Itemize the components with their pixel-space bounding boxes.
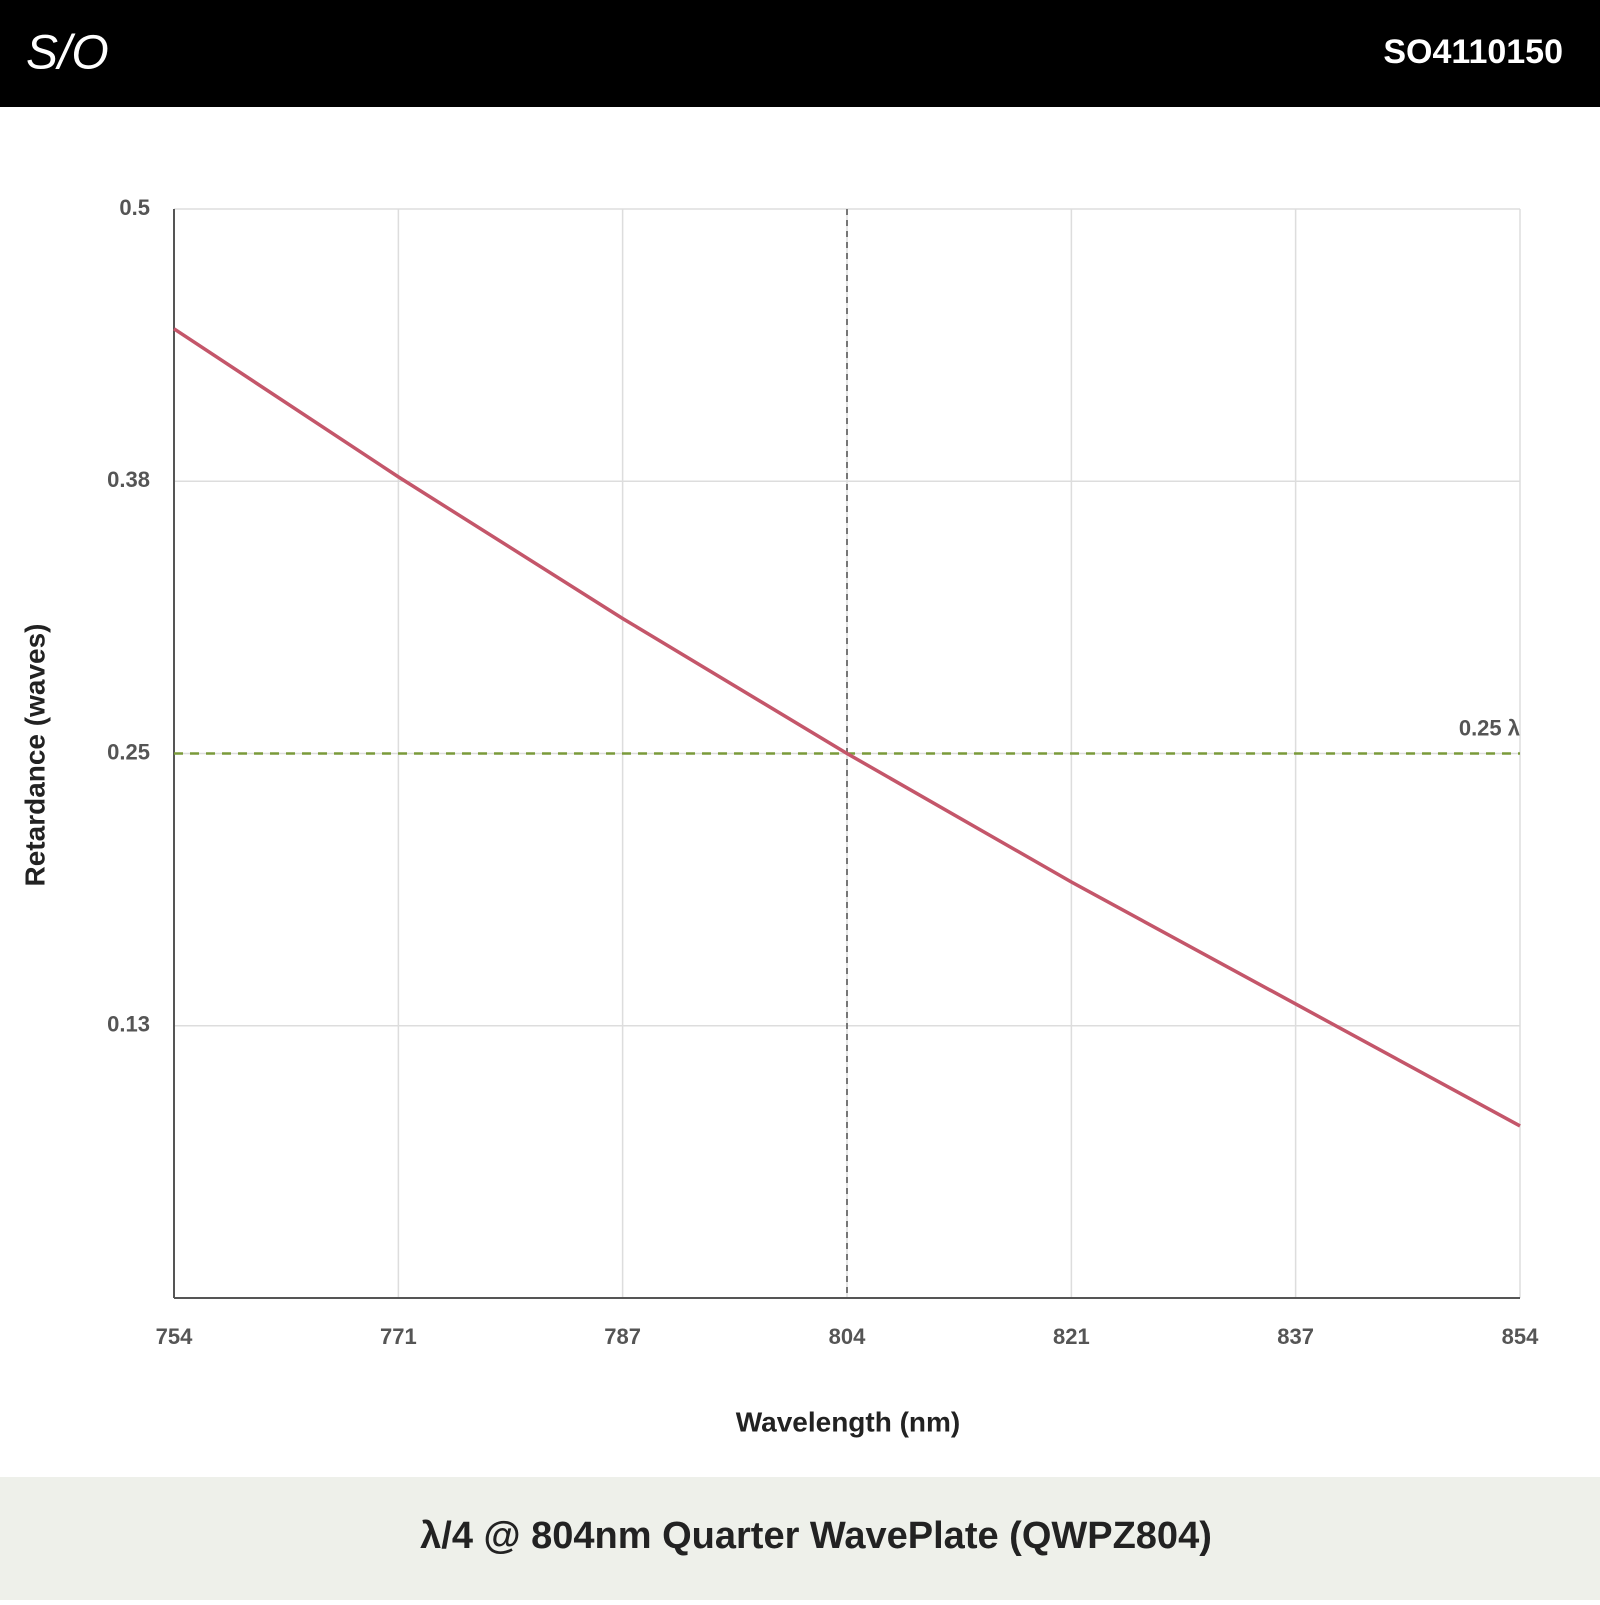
x-tick-label: 837 [1277, 1324, 1314, 1349]
y-tick-label: 0.25 [107, 739, 150, 764]
x-tick-label: 821 [1053, 1324, 1090, 1349]
chart-title: λ/4 @ 804nm Quarter WavePlate (QWPZ804) [420, 1515, 1212, 1557]
y-tick-label: 0.38 [107, 467, 150, 492]
x-tick-label: 787 [604, 1324, 641, 1349]
y-axis-title: Retardance (waves) [19, 623, 50, 886]
x-axis-title: Wavelength (nm) [736, 1406, 961, 1437]
x-tick-label: 754 [156, 1324, 193, 1349]
x-tick-label: 804 [829, 1324, 866, 1349]
x-tick-label: 771 [380, 1324, 417, 1349]
data-line [173, 327, 1521, 1128]
product-code: SO4110150 [1383, 33, 1563, 71]
footer-bar [0, 1477, 1600, 1600]
y-tick-label: 0.5 [119, 195, 150, 220]
logo: S/O [26, 27, 109, 80]
reference-label: 0.25 λ [1459, 715, 1520, 740]
y-tick-label: 0.13 [107, 1012, 150, 1037]
header-bar [0, 0, 1600, 107]
x-tick-label: 854 [1502, 1324, 1539, 1349]
